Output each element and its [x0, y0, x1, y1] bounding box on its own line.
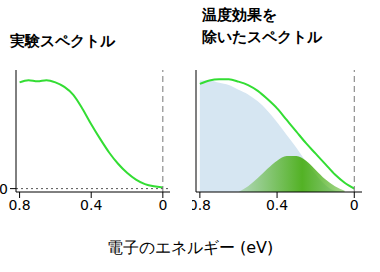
html-text:電子のエネルギー (eV): 電子のエネルギー (eV)	[106, 238, 274, 257]
svg-text:0.4: 0.4	[266, 197, 288, 213]
svg-text:0.4: 0.4	[80, 197, 102, 213]
svg-text:0.8: 0.8	[192, 197, 211, 213]
svg-text:0: 0	[158, 197, 167, 213]
html-text:温度効果を 除いたスペクトル: 温度効果を 除いたスペクトル	[202, 6, 322, 46]
svg-text:0: 0	[350, 197, 359, 213]
html-text:実験スペクトル: 実験スペクトル	[10, 32, 115, 50]
svg-text:0.8: 0.8	[8, 197, 30, 213]
